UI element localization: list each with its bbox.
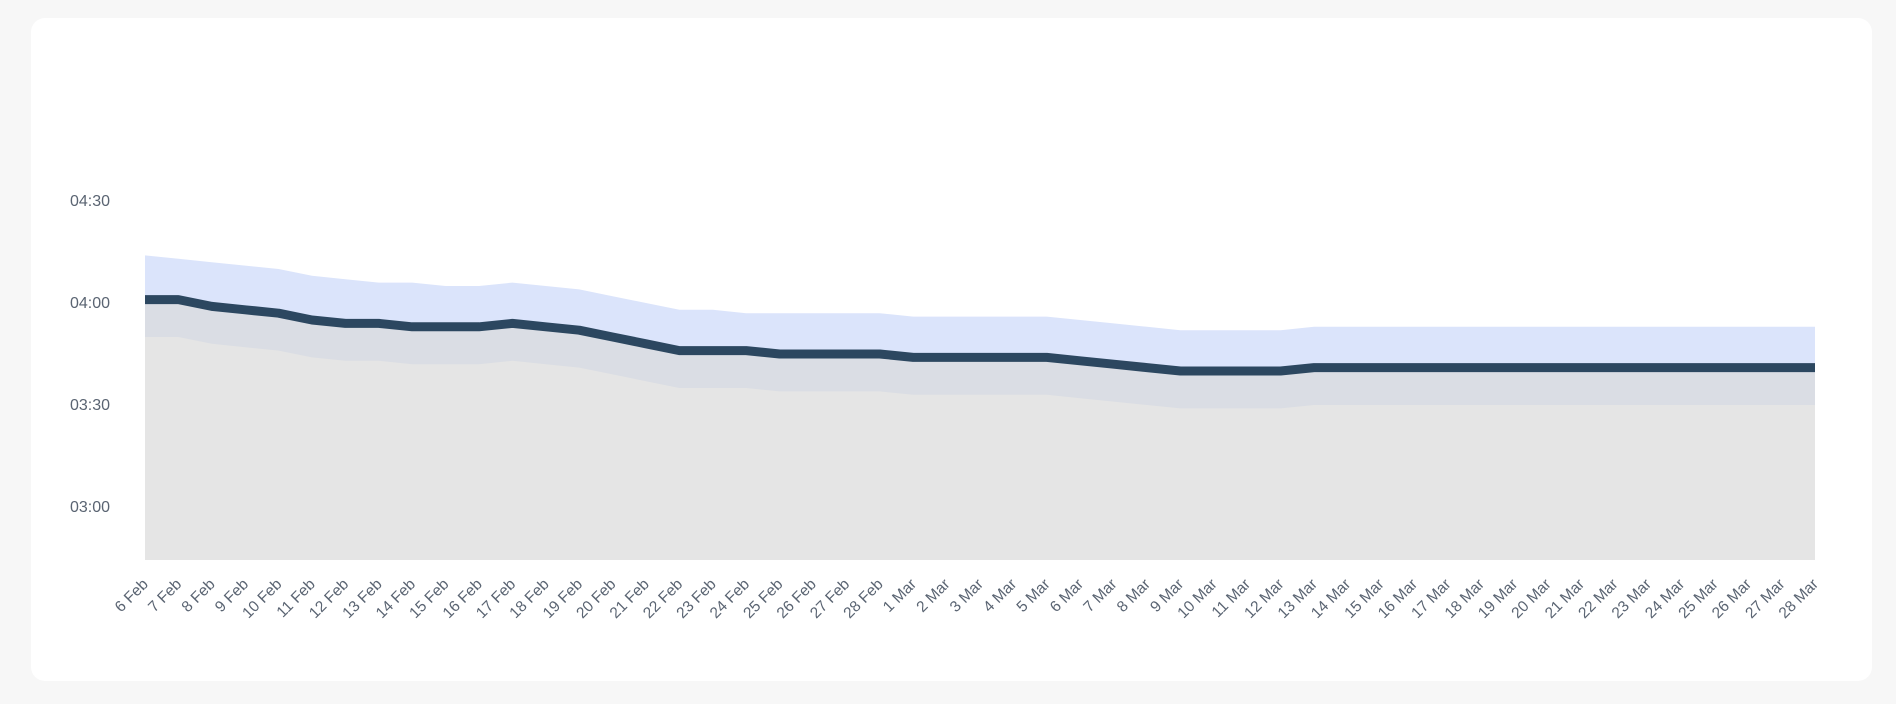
y-tick-label: 03:00 (70, 499, 110, 516)
x-tick-label: 1 Mar (880, 576, 920, 616)
x-tick-label: 7 Mar (1080, 576, 1120, 616)
y-tick-label: 04:00 (70, 295, 110, 312)
x-tick-label: 8 Mar (1114, 576, 1154, 616)
x-tick-label: 6 Mar (1047, 576, 1087, 616)
y-tick-label: 03:30 (70, 397, 110, 414)
x-tick-label: 7 Feb (145, 576, 185, 616)
median-line (145, 295, 1815, 376)
x-tick-label: 6 Feb (112, 576, 152, 616)
median-line-group (145, 295, 1815, 376)
x-tick-label: 5 Mar (1014, 576, 1054, 616)
x-tick-label: 3 Mar (947, 576, 987, 616)
y-axis: 03:00 03:30 04:00 04:30 (70, 193, 110, 516)
x-tick-label: 2 Mar (913, 576, 953, 616)
x-tick-label: 4 Mar (980, 576, 1020, 616)
area-bands (145, 255, 1815, 560)
x-tick-label: 8 Feb (179, 576, 219, 616)
lower-band-area (145, 337, 1815, 560)
y-tick-label: 04:30 (70, 193, 110, 210)
